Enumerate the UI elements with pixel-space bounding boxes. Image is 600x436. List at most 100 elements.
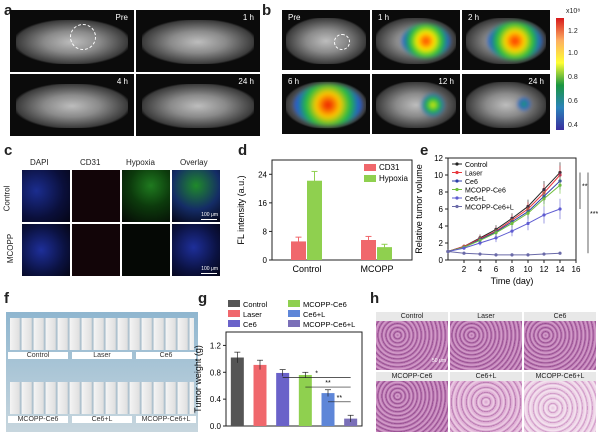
signal-heat [294,84,362,126]
data-point [526,211,530,215]
histo-ce6: Ce6 [524,312,596,370]
mouse-silhouette [142,20,254,64]
scale-bar-label: 100 μm [201,212,218,218]
sig-label: *** [590,211,598,218]
y-tick-label: 0.8 [210,368,222,377]
legend-swatch [228,300,240,307]
panel-label-h: h [370,290,380,307]
colorbar-tick: 1.2 [568,28,578,35]
time-label: 1 h [242,13,254,22]
bar [321,393,335,426]
row-label-control: Control [2,185,12,212]
time-label: 24 h [528,77,544,86]
signal-heat [402,24,450,58]
micro-cd31-mcopp [72,224,120,276]
data-point [478,241,482,245]
micro-cd31-control [72,170,120,222]
colorbar-tick: 0.8 [568,74,578,81]
panel-label-c: c [4,142,13,159]
sig-label: ** [582,184,588,191]
legend-label: MCOPP-Ce6+L [303,320,355,329]
fl-image-12h: 12 h [372,74,460,134]
column-label-hypoxia: Hypoxia [126,158,155,167]
tumor-circle [70,24,96,50]
data-point [494,236,498,240]
colorbar-exponent: x10⁸ [566,8,581,15]
pa-image-4h: 4 h [10,74,134,136]
data-point [542,213,546,217]
time-label: 12 h [438,77,454,86]
micro-overlay-mcopp: 100 μm [172,224,220,276]
legend-label: Ce6+L [303,310,325,319]
time-label: 24 h [238,77,254,86]
x-tick-label: MCOPP [360,264,393,274]
bar [298,374,312,426]
legend-label: Laser [243,310,262,319]
series-line [447,251,561,256]
y-tick-label: 16 [258,199,267,208]
bar [291,241,306,260]
time-label: Pre [115,13,128,22]
colorbar-tick: 1.0 [568,50,578,57]
y-axis-label: Relative tumor volume [414,164,424,254]
mouse-silhouette [286,18,366,64]
legend-swatch [364,175,376,182]
legend-swatch [288,320,300,327]
x-tick-label: 8 [510,265,515,274]
histo-label: MCOPP-Ce6+L [524,372,596,381]
y-tick-label: 4 [439,222,444,231]
y-tick-label: 2 [439,239,444,248]
data-point [558,251,562,255]
legend-swatch [288,300,300,307]
data-point [510,253,514,257]
x-tick-label: 14 [556,265,565,274]
y-tick-label: 0 [439,256,444,265]
legend-marker [455,187,459,192]
mice-row [10,382,194,414]
column-label-cd31: CD31 [80,158,101,167]
fl-image-2h: 2 h [462,10,550,70]
y-tick-label: 6 [439,205,444,214]
legend-swatch [364,164,376,171]
tumor-circle [334,34,350,50]
bar [230,357,244,426]
series-line [447,174,561,252]
bar [361,240,376,260]
chart-d: 0 8 16 24 FL intensity (a.u.) Control MCOPP CD3… [236,159,413,274]
panel-label-e: e [420,142,429,159]
series-line [447,208,561,252]
y-tick-label: 8 [263,227,268,236]
legend-label: Control [243,300,268,309]
data-point [446,249,450,254]
legend-label: Control [465,162,488,169]
y-tick-label: 0 [263,256,268,265]
group-label: MCOPP-Ce6 [8,416,68,423]
y-tick-label: 1.2 [210,341,222,350]
x-tick-label: Control [292,264,321,274]
histo-laser: Laser [450,312,522,370]
scale-bar [201,219,217,220]
colorbar [556,18,564,130]
x-axis-label: Time (day) [491,276,534,286]
legend-swatch [288,310,300,317]
legend-label: Ce6 [465,179,478,186]
legend-marker [455,179,459,183]
y-tick-label: 8 [439,188,444,197]
fl-image-pre: Pre [282,10,370,70]
signal-heat [518,98,530,110]
pa-image-pre: Pre [10,10,134,72]
histo-label: Laser [450,312,522,321]
bar [344,418,358,426]
time-label: Pre [288,13,301,22]
column-label-dapi: DAPI [30,158,49,167]
data-point [510,229,514,233]
fl-image-1h: 1 h [372,10,460,70]
legend-marker [455,204,459,209]
legend-label: Ce6 [243,320,257,329]
legend-swatch [228,320,240,327]
histo-mcopp-ce6: MCOPP-Ce6 [376,372,448,432]
bar [377,247,392,260]
histo-ce6-l: Ce6+L [450,372,522,432]
histo-label: MCOPP-Ce6 [376,372,448,381]
signal-heat [488,22,542,60]
